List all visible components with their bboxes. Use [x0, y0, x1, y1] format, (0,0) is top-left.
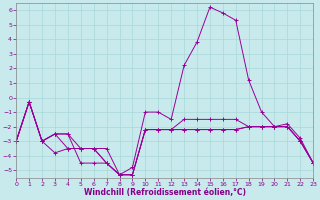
X-axis label: Windchill (Refroidissement éolien,°C): Windchill (Refroidissement éolien,°C) — [84, 188, 246, 197]
